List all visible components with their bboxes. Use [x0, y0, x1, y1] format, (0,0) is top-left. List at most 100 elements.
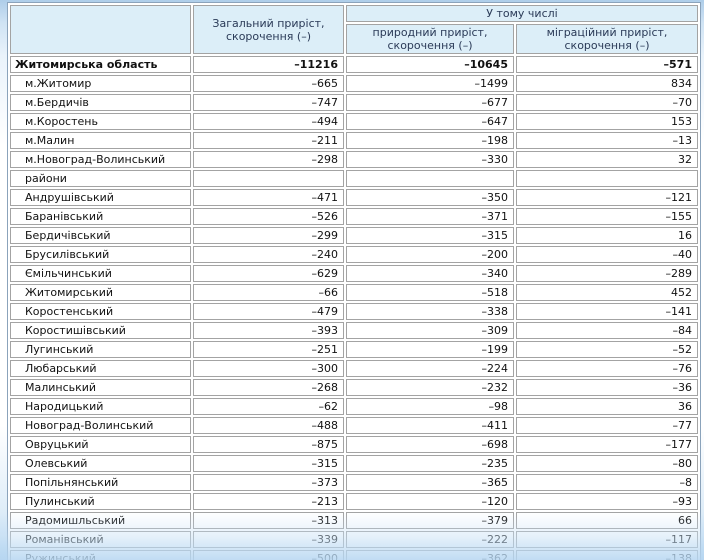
migration-increase-cell: 32	[516, 151, 698, 168]
region-name-cell: Коростенський	[10, 303, 191, 320]
region-name-cell: Попільнянський	[10, 474, 191, 491]
table-row: Ружинський –500 –362 –138	[10, 550, 698, 560]
table-row: м.Житомир –665 –1499 834	[10, 75, 698, 92]
header-including-group: У тому числі	[346, 5, 698, 22]
header-total-increase-column: Загальний приріст, скорочення (–)	[193, 5, 344, 54]
table-row: м.Коростень –494 –647 153	[10, 113, 698, 130]
total-increase-cell	[193, 170, 344, 187]
migration-increase-cell	[516, 170, 698, 187]
migration-increase-cell: –8	[516, 474, 698, 491]
migration-increase-cell: –177	[516, 436, 698, 453]
migration-increase-cell: 153	[516, 113, 698, 130]
natural-increase-cell: –1499	[346, 75, 514, 92]
table-row: Романівський –339 –222 –117	[10, 531, 698, 548]
region-name-cell: Радомишльський	[10, 512, 191, 529]
migration-increase-cell: –77	[516, 417, 698, 434]
migration-increase-cell: –155	[516, 208, 698, 225]
migration-increase-cell: 66	[516, 512, 698, 529]
total-increase-cell: –500	[193, 550, 344, 560]
region-name-cell: м.Бердичів	[10, 94, 191, 111]
natural-increase-cell: –340	[346, 265, 514, 282]
region-name-cell: м.Коростень	[10, 113, 191, 130]
migration-increase-cell: –36	[516, 379, 698, 396]
total-increase-cell: –299	[193, 227, 344, 244]
region-name-cell: Житомирська область	[10, 56, 191, 73]
migration-increase-cell: 16	[516, 227, 698, 244]
header-migration-increase-column: міграційний приріст, скорочення (–)	[516, 24, 698, 54]
table-row: Баранівський –526 –371 –155	[10, 208, 698, 225]
table-row: Коростенський –479 –338 –141	[10, 303, 698, 320]
natural-increase-cell: –379	[346, 512, 514, 529]
region-name-cell: Лугинський	[10, 341, 191, 358]
region-name-cell: Баранівський	[10, 208, 191, 225]
region-name-cell: Народицький	[10, 398, 191, 415]
table-row: Бердичівський –299 –315 16	[10, 227, 698, 244]
total-increase-cell: –298	[193, 151, 344, 168]
region-name-cell: Ємільчинський	[10, 265, 191, 282]
region-name-cell: Новоград-Волинський	[10, 417, 191, 434]
total-increase-cell: –373	[193, 474, 344, 491]
migration-increase-cell: 36	[516, 398, 698, 415]
total-increase-cell: –665	[193, 75, 344, 92]
total-increase-cell: –315	[193, 455, 344, 472]
table-row: Пулинський –213 –120 –93	[10, 493, 698, 510]
table-row: Народицький –62 –98 36	[10, 398, 698, 415]
natural-increase-cell: –518	[346, 284, 514, 301]
total-increase-cell: –300	[193, 360, 344, 377]
total-increase-cell: –629	[193, 265, 344, 282]
natural-increase-cell: –371	[346, 208, 514, 225]
total-increase-cell: –11216	[193, 56, 344, 73]
table-row: Андрушівський –471 –350 –121	[10, 189, 698, 206]
region-name-cell: Романівський	[10, 531, 191, 548]
table-row: Новоград-Волинський –488 –411 –77	[10, 417, 698, 434]
natural-increase-cell: –362	[346, 550, 514, 560]
migration-increase-cell: –76	[516, 360, 698, 377]
total-increase-cell: –251	[193, 341, 344, 358]
migration-increase-cell: –40	[516, 246, 698, 263]
table-row: м.Новоград-Волинський –298 –330 32	[10, 151, 698, 168]
natural-increase-cell: –698	[346, 436, 514, 453]
natural-increase-cell: –224	[346, 360, 514, 377]
migration-increase-cell: –289	[516, 265, 698, 282]
natural-increase-cell	[346, 170, 514, 187]
region-name-cell: м.Малин	[10, 132, 191, 149]
total-increase-cell: –313	[193, 512, 344, 529]
natural-increase-cell: –350	[346, 189, 514, 206]
region-name-cell: Малинський	[10, 379, 191, 396]
total-increase-cell: –62	[193, 398, 344, 415]
migration-increase-cell: –80	[516, 455, 698, 472]
total-increase-cell: –747	[193, 94, 344, 111]
total-increase-cell: –488	[193, 417, 344, 434]
migration-increase-cell: –138	[516, 550, 698, 560]
region-name-cell: м.Житомир	[10, 75, 191, 92]
total-increase-cell: –211	[193, 132, 344, 149]
table-row: Коростишівський –393 –309 –84	[10, 322, 698, 339]
natural-increase-cell: –365	[346, 474, 514, 491]
migration-increase-cell: –121	[516, 189, 698, 206]
total-increase-cell: –66	[193, 284, 344, 301]
total-increase-cell: –494	[193, 113, 344, 130]
table-row: райони	[10, 170, 698, 187]
table-row: Олевський –315 –235 –80	[10, 455, 698, 472]
total-increase-cell: –268	[193, 379, 344, 396]
natural-increase-cell: –330	[346, 151, 514, 168]
region-name-cell: Коростишівський	[10, 322, 191, 339]
region-name-cell: райони	[10, 170, 191, 187]
total-increase-cell: –526	[193, 208, 344, 225]
migration-increase-cell: –70	[516, 94, 698, 111]
table-body: Житомирська область –11216 –10645 –571 м.Жит…	[10, 56, 698, 560]
statistics-table-container: Загальний приріст, скорочення (–) У тому…	[7, 2, 701, 560]
region-name-cell: Бердичівський	[10, 227, 191, 244]
region-name-cell: Житомирський	[10, 284, 191, 301]
natural-increase-cell: –198	[346, 132, 514, 149]
migration-increase-cell: 834	[516, 75, 698, 92]
table-row: Малинський –268 –232 –36	[10, 379, 698, 396]
migration-increase-cell: –13	[516, 132, 698, 149]
total-increase-cell: –479	[193, 303, 344, 320]
natural-increase-cell: –222	[346, 531, 514, 548]
header-row-top: Загальний приріст, скорочення (–) У тому…	[10, 5, 698, 54]
table-row: Любарський –300 –224 –76	[10, 360, 698, 377]
migration-increase-cell: –84	[516, 322, 698, 339]
region-name-cell: Олевський	[10, 455, 191, 472]
migration-increase-cell: –571	[516, 56, 698, 73]
